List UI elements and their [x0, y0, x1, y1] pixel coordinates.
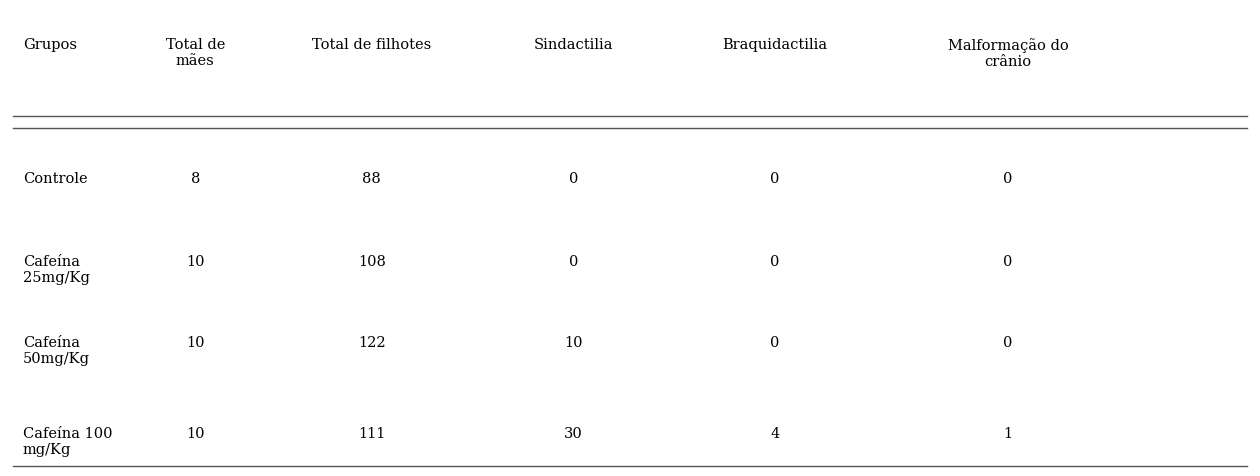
Text: 30: 30	[564, 426, 582, 440]
Text: Grupos: Grupos	[23, 38, 77, 52]
Text: 0: 0	[770, 171, 780, 185]
Text: 1: 1	[1003, 426, 1013, 440]
Text: 0: 0	[770, 336, 780, 349]
Text: Cafeína
50mg/Kg: Cafeína 50mg/Kg	[23, 336, 89, 366]
Text: 10: 10	[186, 426, 204, 440]
Text: Cafeína 100
mg/Kg: Cafeína 100 mg/Kg	[23, 426, 112, 456]
Text: 4: 4	[770, 426, 780, 440]
Text: Cafeína
25mg/Kg: Cafeína 25mg/Kg	[23, 255, 89, 285]
Text: 10: 10	[564, 336, 582, 349]
Text: 108: 108	[358, 255, 386, 268]
Text: Total de filhotes: Total de filhotes	[312, 38, 431, 52]
Text: 88: 88	[363, 171, 381, 185]
Text: 0: 0	[568, 171, 578, 185]
Text: 8: 8	[190, 171, 200, 185]
Text: 0: 0	[1003, 171, 1013, 185]
Text: 0: 0	[1003, 255, 1013, 268]
Text: 0: 0	[1003, 336, 1013, 349]
Text: 111: 111	[358, 426, 386, 440]
Text: 10: 10	[186, 255, 204, 268]
Text: 122: 122	[358, 336, 386, 349]
Text: 0: 0	[568, 255, 578, 268]
Text: Sindactilia: Sindactilia	[533, 38, 614, 52]
Text: 0: 0	[770, 255, 780, 268]
Text: Total de
mães: Total de mães	[165, 38, 226, 68]
Text: 10: 10	[186, 336, 204, 349]
Text: Braquidactilia: Braquidactilia	[722, 38, 828, 52]
Text: Malformação do
crânio: Malformação do crânio	[948, 38, 1068, 69]
Text: Controle: Controle	[23, 171, 87, 185]
